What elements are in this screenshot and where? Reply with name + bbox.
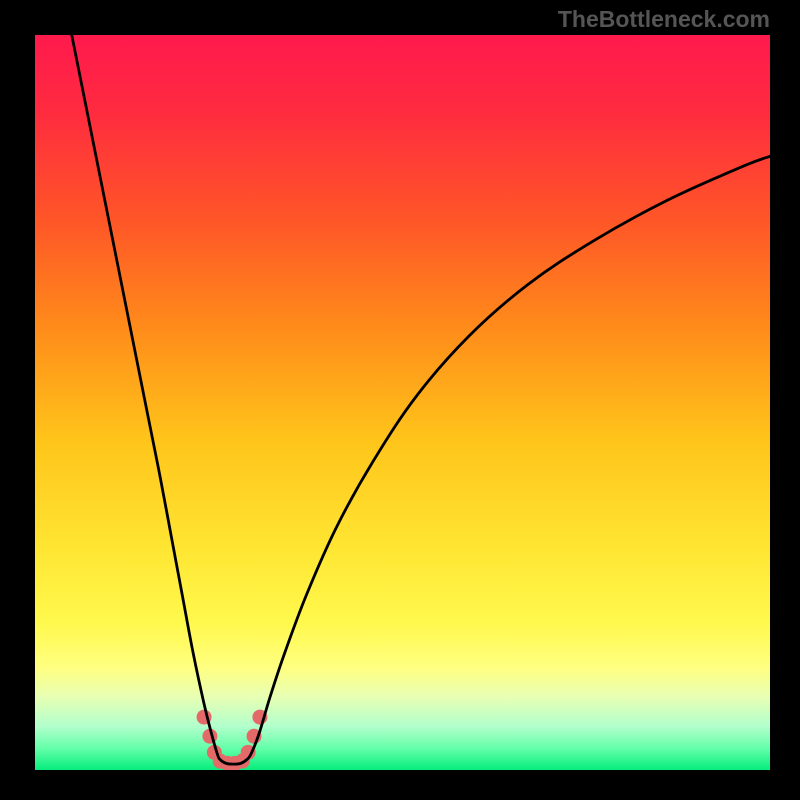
bottleneck-curve: [72, 35, 770, 764]
watermark-text: TheBottleneck.com: [558, 6, 770, 33]
plot-area: [35, 35, 770, 770]
chart-container: TheBottleneck.com: [0, 0, 800, 800]
curve-layer: [35, 35, 770, 770]
